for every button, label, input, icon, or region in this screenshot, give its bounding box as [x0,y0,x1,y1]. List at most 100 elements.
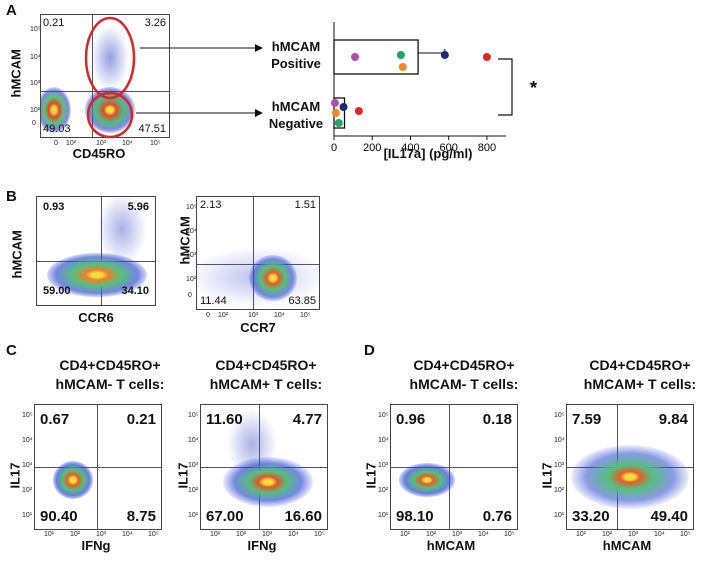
panel-a-dot-plot: 0.21 3.26 49.03 47.51 [40,14,170,138]
flow-xtick: 10² [236,531,247,538]
flow-xtick: 10¹ [44,531,55,538]
flow-ytick: 10² [554,487,565,494]
panel-d-left-quadrant-ll: 98.10 [396,508,434,525]
hmcam-negative-gate [86,91,134,139]
data-point [339,103,348,111]
data-point [396,51,405,59]
flow-xtick: 10¹ [210,531,221,538]
panel-a-quadrant-lr: 47.51 [138,123,166,135]
panel-d-left-xlabel: hMCAM [426,538,476,553]
title-line: hMCAM- T cells: [409,376,519,392]
category-label-line: Negative [268,116,324,131]
panel-b-left-quadrant-ll: 59.00 [43,285,71,297]
data-point [398,63,407,71]
flow-xtick: 10¹ [576,531,587,538]
panel-d-right-plot: 7.59 9.84 33.20 49.40 [566,404,694,530]
panel-b-right-ytick: 10⁵ [186,204,197,211]
panel-a-quadrant-ll: 49.03 [43,123,71,135]
flow-ytick: 10⁵ [188,412,199,419]
panel-d-left-plot: 0.96 0.18 98.10 0.76 [390,404,518,530]
panel-a-ytick: 10² [30,107,41,114]
data-point [354,107,363,115]
flow-xtick: 10³ [96,531,107,538]
panel-label-c: C [6,342,17,359]
category-label-negative: hMCAM Negative [264,98,328,132]
panel-b-left-ylabel: hMCAM [9,230,25,279]
panel-b-right-quadrant-ur: 1.51 [294,199,316,211]
data-point [440,51,449,59]
flow-xtick: 10³ [452,531,463,538]
panel-c-left-xlabel: IFNg [81,538,111,553]
flow-xtick: 10³ [628,531,639,538]
flow-xtick: 10² [426,531,437,538]
panel-c-left-title: CD4+CD45RO+ hMCAM- T cells: [30,356,190,394]
panel-c-right-quadrant-ur: 4.77 [292,411,322,428]
panel-d-left-quadrant-lr: 0.76 [482,508,512,525]
flow-xtick: 10⁴ [288,531,299,538]
title-line: hMCAM- T cells: [55,376,165,392]
x-tick-label: 600 [439,142,457,154]
panel-b-left-quadrant-lr: 34.10 [121,285,149,297]
panel-d-left-title: CD4+CD45RO+ hMCAM- T cells: [384,356,544,394]
panel-b-left-xlabel: CCR6 [78,310,114,325]
panel-a-xlabel: CD45RO [72,146,126,161]
panel-b-ccr6-plot: 0.93 5.96 59.00 34.10 [36,196,156,306]
panel-c-left-quadrant-ul: 0.67 [40,411,70,428]
x-tick-label: 800 [478,142,496,154]
significance-star: * [530,78,537,98]
data-point [334,119,343,127]
title-line: CD4+CD45RO+ [413,357,515,373]
flow-ytick: 10⁴ [22,437,33,444]
panel-c-right-title: CD4+CD45RO+ hMCAM+ T cells: [186,356,346,394]
panel-c-left-quadrant-ll: 90.40 [40,508,78,525]
flow-ytick: 10² [22,487,33,494]
flow-ytick: 10¹ [554,512,565,519]
panel-b-right-xtick: 0 [206,312,210,319]
panel-b-right-quadrant-ul: 2.13 [200,199,222,211]
panel-a-quadrant-ur: 3.26 [144,17,166,29]
panel-c-left-plot: 0.67 0.21 90.40 8.75 [34,404,162,530]
flow-xtick: 10⁵ [504,531,515,538]
flow-xtick: 10¹ [400,531,411,538]
flow-ytick: 10¹ [378,512,389,519]
flow-xtick: 10⁵ [680,531,691,538]
panel-a-xtick: 10⁵ [150,140,161,147]
flow-xtick: 10⁴ [478,531,489,538]
panel-b-right-xtick: 10⁴ [274,312,285,319]
panel-b-left-quadrant-ur: 5.96 [127,201,149,213]
flow-xtick: 10³ [262,531,273,538]
panel-c-left-ylabel: IL17 [7,462,23,489]
flow-ytick: 10² [188,487,199,494]
category-label-positive: hMCAM Positive [264,38,328,72]
panel-a-xtick: 10³ [96,140,107,147]
mean-bar [333,39,419,75]
flow-xtick: 10² [70,531,81,538]
panel-a-ytick: 10⁵ [30,26,41,33]
panel-a-xtick: 10⁴ [122,140,133,147]
panel-b-right-quadrant-ll: 11.44 [200,295,227,307]
panel-d-left-ylabel: IL17 [363,462,379,489]
data-point [351,53,360,61]
panel-label-b: B [6,188,17,205]
panel-b-right-quadrant-lr: 63.85 [288,295,316,307]
flow-ytick: 10³ [378,462,389,469]
data-point [482,53,491,61]
panel-c-right-plot: 11.60 4.77 67.00 16.60 [200,404,328,530]
panel-a-ytick: 0 [32,120,36,127]
panel-b-ccr7-plot: 2.13 1.51 11.44 63.85 [196,196,320,310]
title-line: CD4+CD45RO+ [215,357,317,373]
panel-c-left-quadrant-ur: 0.21 [126,411,156,428]
flow-xtick: 10⁵ [314,531,325,538]
flow-ytick: 10⁵ [378,412,389,419]
flow-ytick: 10⁵ [22,412,33,419]
flow-ytick: 10³ [188,462,199,469]
flow-xtick: 10⁴ [654,531,665,538]
panel-a-quadrant-ul: 0.21 [43,17,65,29]
flow-ytick: 10³ [554,462,565,469]
flow-ytick: 10⁴ [554,437,565,444]
x-tick-label: 400 [401,142,419,154]
panel-c-right-quadrant-ll: 67.00 [206,508,244,525]
panel-c-left-quadrant-lr: 8.75 [126,508,156,525]
panel-a-ytick: 10⁴ [30,54,41,61]
panel-d-left-quadrant-ur: 0.18 [482,411,512,428]
